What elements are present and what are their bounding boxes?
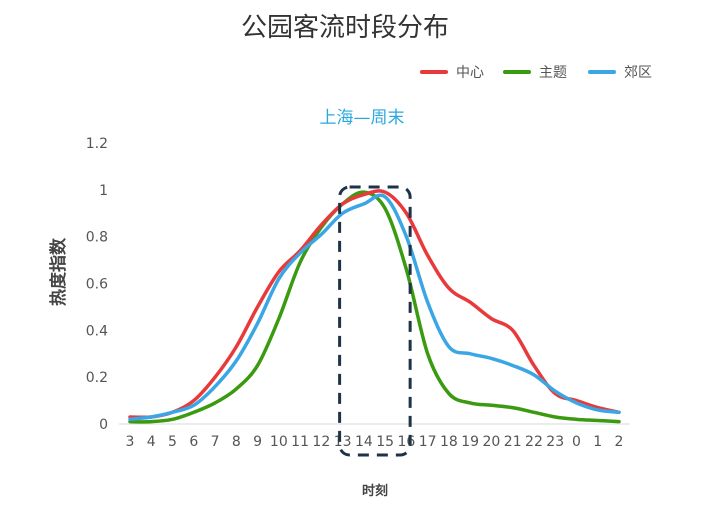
- x-tick-label: 20: [483, 434, 501, 450]
- x-tick-label: 5: [168, 434, 177, 450]
- x-axis-ticks: 3 4 5 6 7 8 9 10 11 12 13 14 15 16 17 18 19 20 21 22 23 0 1 2: [126, 434, 624, 450]
- y-tick-label: 1: [99, 183, 108, 199]
- x-tick-label: 8: [232, 434, 241, 450]
- x-tick-label: 17: [419, 434, 437, 450]
- legend: 中心 主题 郊区: [420, 64, 652, 81]
- y-axis-label: 热度指数: [48, 237, 69, 306]
- x-tick-label: 15: [376, 434, 394, 450]
- x-tick-label: 22: [525, 434, 543, 450]
- x-tick-label: 3: [126, 434, 135, 450]
- x-axis-label: 时刻: [362, 483, 388, 499]
- x-tick-label: 14: [355, 434, 373, 450]
- x-tick-label: 16: [397, 434, 415, 450]
- y-tick-label: 0.2: [86, 370, 108, 386]
- y-tick-label: 1.2: [86, 136, 108, 152]
- chart-title: 公园客流时段分布: [241, 13, 449, 43]
- x-tick-label: 23: [546, 434, 564, 450]
- x-tick-label: 13: [334, 434, 352, 450]
- highlight-box: [338, 185, 412, 457]
- x-tick-label: 21: [504, 434, 522, 450]
- x-tick-label: 2: [615, 434, 624, 450]
- series-line-2: [128, 193, 621, 422]
- y-tick-label: 0.8: [86, 230, 108, 246]
- x-tick-label: 6: [189, 434, 198, 450]
- legend-label-0: 中心: [456, 65, 484, 81]
- x-tick-label: 10: [270, 434, 288, 450]
- y-tick-label: 0.4: [86, 323, 108, 339]
- x-tick-label: 7: [211, 434, 220, 450]
- x-tick-label: 12: [312, 434, 330, 450]
- series-lines: [128, 189, 621, 424]
- legend-label-1: 主题: [539, 65, 567, 81]
- x-tick-label: 19: [461, 434, 479, 450]
- chart-subtitle: 上海—周末: [320, 108, 405, 128]
- x-tick-label: 0: [572, 434, 581, 450]
- y-tick-label: 0.6: [86, 277, 108, 293]
- series-line-0: [128, 189, 621, 420]
- y-tick-label: 0: [99, 417, 108, 433]
- legend-label-2: 郊区: [624, 64, 652, 81]
- x-tick-label: 18: [440, 434, 458, 450]
- x-tick-label: 4: [147, 434, 156, 450]
- series-line-1: [128, 190, 621, 424]
- x-tick-label: 9: [253, 434, 262, 450]
- y-axis-ticks: 0 0.2 0.4 0.6 0.8 1 1.2: [86, 136, 108, 433]
- x-tick-label: 11: [291, 434, 309, 450]
- x-tick-label: 1: [593, 434, 602, 450]
